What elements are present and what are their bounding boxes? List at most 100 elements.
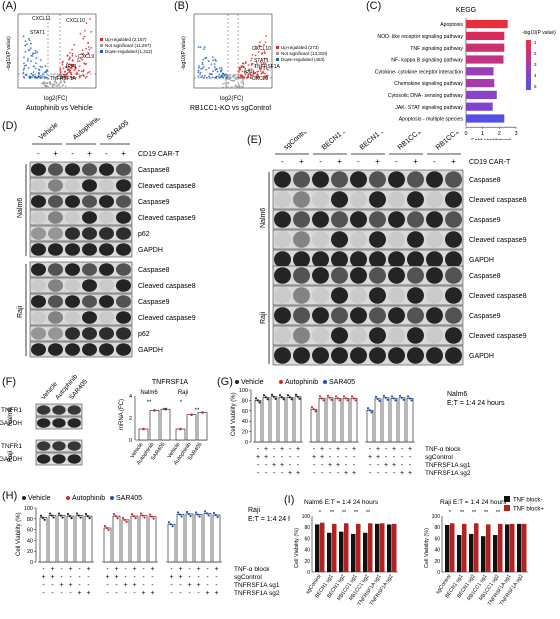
data-point [52,516,55,519]
bar [167,523,176,563]
treatment-sign: - [78,582,81,589]
volcano-point [227,76,230,79]
treatment-sign: + [86,590,90,597]
volcano-point [260,61,263,64]
volcano-point [238,76,241,78]
volcano-point [69,76,72,79]
bar [486,524,491,572]
volcano-point [225,86,228,88]
tick-label: 100 [239,388,248,394]
blot-band [67,418,81,428]
volcano-point [224,74,227,76]
tick-label: 40 [27,538,33,544]
blot-band [369,251,386,268]
row-label: sgControl [234,574,262,581]
volcano-point [242,66,245,68]
treatment-sign: - [188,590,191,597]
treatment-sign: + [328,462,332,469]
bar [462,523,467,572]
blot-band [407,251,424,268]
volcano-point [75,73,78,76]
blot-band [31,243,46,256]
tick-label: 60 [304,536,310,542]
group-label: sgControl [283,132,311,152]
gene-label: CXCL9 [78,54,94,60]
tick-label: 100 [302,514,311,520]
treatment-sign: - [106,582,109,589]
volcano-point [235,87,238,89]
volcano-point [55,82,58,85]
bar [375,523,380,572]
treatment-sign: - [313,462,316,469]
treatment-sign: + [320,446,324,453]
volcano-point [247,73,250,76]
bar [344,523,349,572]
treatment-sign: + [114,574,118,581]
blot-band [65,195,80,208]
volcano-point [224,82,226,84]
volcano-point [60,81,63,84]
et-ratio: E:T = 1:4 24 hours [248,516,290,523]
volcano-point [258,45,261,48]
volcano-point [46,82,48,85]
treatment-sign: - [133,590,136,597]
volcano-point [61,63,64,66]
treatment-sign: - [188,566,191,573]
volcano-point [225,83,228,85]
data-point [366,407,370,410]
band-label: Cleaved caspase8 [469,293,527,300]
data-point [256,399,259,402]
panel-label: (B) [174,0,189,12]
treatment-sign: - [142,574,145,581]
treatment-sign: - [321,462,324,469]
data-point [187,512,190,516]
panel-a: (A) CXCL10 CXCL11 STAT1 CXCL9 IRF1 TNFRS… [0,0,180,112]
volcano-point [34,49,37,52]
bar [270,396,278,443]
bar [148,516,157,563]
treatment-sign: - [401,462,404,469]
volcano-point [265,57,268,60]
tick-label: 60 [27,528,33,534]
treatment-sign: + [337,157,342,166]
volcano-point [220,67,223,69]
volcano-point [228,78,231,80]
volcano-point [67,65,70,68]
volcano-point [80,57,82,60]
volcano-point [241,62,244,65]
volcano-point [263,50,266,52]
volcano-point [223,75,226,77]
treatment-sign: - [369,446,372,453]
volcano-point [69,69,71,72]
data-point [392,397,395,400]
blot-band [331,191,348,208]
tick-label: 1 [481,131,484,137]
panel-d: (D) Vehicle Autophinib SAR405 - + - + - + CD19 CA… [0,118,245,358]
volcano-point [201,63,204,66]
blot-band [426,211,443,228]
volcano-point [199,71,202,74]
tick-label: 2 [498,131,501,137]
volcano-point [225,81,228,84]
data-point [84,513,88,516]
treatment-sign: + [408,470,412,477]
y-axis-label: Cell Viability (%) [231,392,237,436]
volcano-point [78,65,81,68]
band-label: GAPDH [138,247,163,254]
band-label: Cleaved caspase9 [138,215,196,222]
volcano-point [241,79,244,82]
volcano-point [250,71,253,73]
blot-band [312,327,329,344]
blot-band [48,295,63,308]
blot-band [37,418,51,428]
blot-band [99,163,114,176]
volcano-point [60,74,63,76]
data-point [189,514,192,518]
volcano-point [66,55,69,57]
volcano-point [247,75,250,78]
blot-band [312,307,329,324]
volcano-point [220,69,223,71]
volcano-point [39,59,42,61]
treatment-sign: + [264,446,268,453]
treatment-sign: + [114,566,118,573]
